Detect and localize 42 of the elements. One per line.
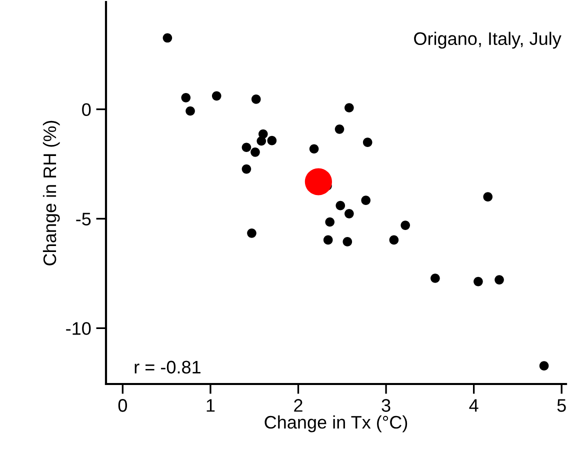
point [186, 106, 195, 116]
point [256, 136, 266, 146]
point [344, 209, 354, 218]
point [334, 124, 344, 134]
point [251, 94, 261, 104]
x-tick-label: 2 [294, 399, 302, 412]
point [267, 136, 277, 146]
point [389, 235, 399, 245]
x-axis-title: Change in Tx (°C) [264, 415, 408, 432]
point [361, 196, 371, 205]
point [247, 228, 256, 238]
point [304, 168, 332, 196]
point [325, 217, 335, 227]
x-tick-label: 0 [118, 399, 127, 412]
point [483, 192, 493, 202]
x-tick-label: 3 [382, 399, 390, 412]
y-tick-label: 0 [82, 103, 91, 116]
point [494, 275, 504, 284]
y-axis-title: Change in RH (%) [42, 120, 60, 266]
point [250, 148, 260, 157]
point [539, 361, 549, 370]
annotation: Origano, Italy, July [414, 32, 562, 49]
point [162, 33, 172, 43]
point [212, 91, 222, 101]
point [342, 237, 352, 246]
point [400, 220, 410, 230]
point [181, 93, 191, 102]
point [344, 103, 354, 112]
point [242, 142, 252, 152]
point [474, 276, 483, 286]
point [430, 274, 440, 283]
point [336, 200, 346, 210]
annotation: r = -0.81 [134, 360, 200, 374]
x-tick-label: 1 [206, 399, 215, 412]
point [323, 235, 333, 245]
x-tick-label: 4 [469, 399, 478, 412]
point [309, 144, 319, 154]
x-tick-label: 5 [557, 399, 566, 412]
y-tick-label: -5 [76, 212, 91, 226]
point [242, 164, 252, 174]
y-tick-label: -10 [66, 322, 91, 335]
point [362, 138, 372, 147]
